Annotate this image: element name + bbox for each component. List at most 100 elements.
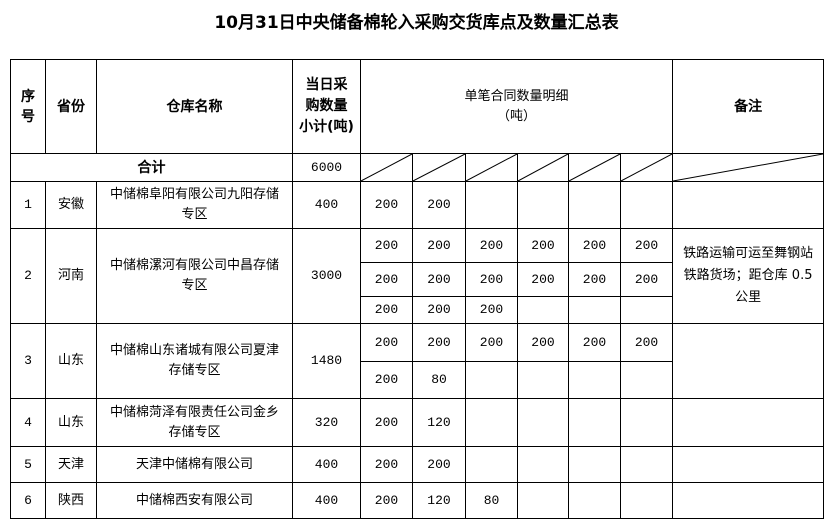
header-seq: 序号 — [10, 59, 46, 154]
detail-quantity: 200 — [517, 262, 569, 297]
detail-quantity — [465, 181, 518, 229]
table-row: 3 山东 中储棉山东诸城有限公司夏津存储专区 1480 200 200 200 200 200 2… — [10, 323, 825, 399]
row-remark — [672, 398, 825, 447]
detail-quantity: 200 — [360, 181, 413, 229]
header-province: 省份 — [45, 59, 97, 154]
row-remark: 铁路运输可运至舞钢站铁路货场；距仓库 0.5 公里 — [672, 228, 825, 324]
detail-quantity — [517, 446, 569, 483]
row-province: 安徽 — [45, 181, 97, 229]
row-subtotal: 1480 — [292, 323, 361, 399]
total-row: 合计 6000 — [10, 153, 825, 182]
detail-quantity: 200 — [465, 296, 518, 324]
total-remark-empty — [672, 153, 825, 182]
row-subtotal: 400 — [292, 446, 361, 483]
detail-quantity: 200 — [568, 323, 621, 362]
detail-quantity: 200 — [360, 446, 413, 483]
row-warehouse: 中储棉漯河有限公司中昌存储专区 — [96, 228, 293, 324]
total-detail-empty — [619, 153, 674, 182]
row-seq: 2 — [10, 228, 46, 324]
table-row: 200 80 — [11, 361, 824, 399]
row-warehouse: 中储棉菏泽有限责任公司金乡存储专区 — [96, 398, 293, 447]
row-province: 山东 — [45, 398, 97, 447]
row-seq: 1 — [10, 181, 46, 229]
row-seq: 3 — [10, 323, 46, 399]
diagonal-line — [673, 154, 823, 181]
detail-quantity — [619, 398, 674, 447]
row-warehouse: 中储棉西安有限公司 — [96, 482, 293, 519]
detail-quantity — [619, 296, 674, 324]
row-seq: 6 — [10, 482, 46, 519]
detail-quantity: 200 — [360, 228, 413, 263]
table-row: 200 200 200 — [11, 296, 824, 324]
detail-quantity: 200 — [619, 323, 674, 362]
detail-quantity — [517, 181, 569, 229]
row-seq: 5 — [10, 446, 46, 483]
detail-quantity — [517, 296, 569, 324]
detail-quantity: 200 — [412, 262, 466, 297]
table-row: 4 山东 中储棉菏泽有限责任公司金乡存储专区 320 200 120 — [10, 398, 825, 447]
detail-quantity: 200 — [412, 228, 466, 263]
total-detail-empty — [360, 153, 413, 182]
detail-quantity: 200 — [412, 296, 466, 324]
detail-quantity: 200 — [360, 262, 413, 297]
total-detail-empty — [465, 153, 518, 182]
row-warehouse: 天津中储棉有限公司 — [96, 446, 293, 483]
detail-quantity: 200 — [465, 262, 518, 297]
diagonal-line — [518, 154, 568, 181]
detail-quantity: 200 — [412, 446, 466, 483]
detail-quantity — [568, 361, 621, 399]
header-details: 单笔合同数量明细 （吨） — [359, 59, 674, 154]
detail-quantity — [568, 296, 621, 324]
detail-quantity: 200 — [412, 323, 466, 362]
detail-quantity — [568, 398, 621, 447]
row-remark — [672, 482, 825, 519]
diagonal-line — [621, 154, 672, 181]
detail-quantity: 200 — [360, 482, 413, 519]
detail-quantity: 200 — [360, 398, 413, 447]
detail-quantity: 200 — [360, 361, 413, 399]
detail-quantity: 80 — [412, 361, 466, 399]
detail-quantity — [465, 398, 518, 447]
diagonal-line — [569, 154, 620, 181]
table-row: 6 陕西 中储棉西安有限公司 400 200 120 80 — [10, 482, 825, 519]
detail-quantity: 200 — [568, 228, 621, 263]
table-row: 200 200 200 200 200 200 — [11, 262, 824, 297]
table-row: 2 河南 中储棉漯河有限公司中昌存储专区 3000 200 200 200 200 200 200… — [10, 228, 825, 324]
detail-quantity: 200 — [517, 228, 569, 263]
detail-quantity: 120 — [412, 482, 466, 519]
row-province: 河南 — [45, 228, 97, 324]
detail-quantity: 200 — [465, 228, 518, 263]
row-warehouse: 中储棉山东诸城有限公司夏津存储专区 — [96, 323, 293, 399]
header-details-unit: （吨） — [497, 108, 537, 124]
detail-quantity: 80 — [465, 482, 518, 519]
detail-quantity: 200 — [517, 323, 569, 362]
detail-quantity — [568, 482, 621, 519]
row-remark — [672, 323, 825, 399]
detail-quantity — [465, 361, 518, 399]
row-province: 陕西 — [45, 482, 97, 519]
detail-quantity: 200 — [619, 228, 674, 263]
diagonal-line — [413, 154, 465, 181]
total-detail-empty — [517, 153, 569, 182]
detail-quantity — [619, 181, 674, 229]
detail-quantity: 200 — [568, 262, 621, 297]
page-title: 10月31日中央储备棉轮入采购交货库点及数量汇总表 — [214, 13, 619, 33]
detail-quantity — [619, 482, 674, 519]
detail-quantity — [465, 446, 518, 483]
header-warehouse: 仓库名称 — [96, 59, 293, 154]
header-row: 序号 省份 仓库名称 当日采购数量小计(吨) 单笔合同数量明细 （吨） 备注 — [10, 59, 825, 154]
total-label: 合计 — [10, 153, 293, 182]
summary-table: 序号 省份 仓库名称 当日采购数量小计(吨) 单笔合同数量明细 （吨） 备注 合… — [10, 59, 825, 519]
detail-quantity: 120 — [412, 398, 466, 447]
header-subtotal: 当日采购数量小计(吨) — [292, 59, 361, 154]
detail-quantity — [568, 446, 621, 483]
detail-quantity — [619, 446, 674, 483]
detail-quantity: 200 — [360, 323, 413, 362]
header-details-label: 单笔合同数量明细 — [464, 88, 569, 104]
detail-quantity: 200 — [619, 262, 674, 297]
detail-quantity — [517, 398, 569, 447]
total-detail-empty — [568, 153, 621, 182]
detail-quantity: 200 — [412, 181, 466, 229]
row-seq: 4 — [10, 398, 46, 447]
row-remark — [672, 446, 825, 483]
